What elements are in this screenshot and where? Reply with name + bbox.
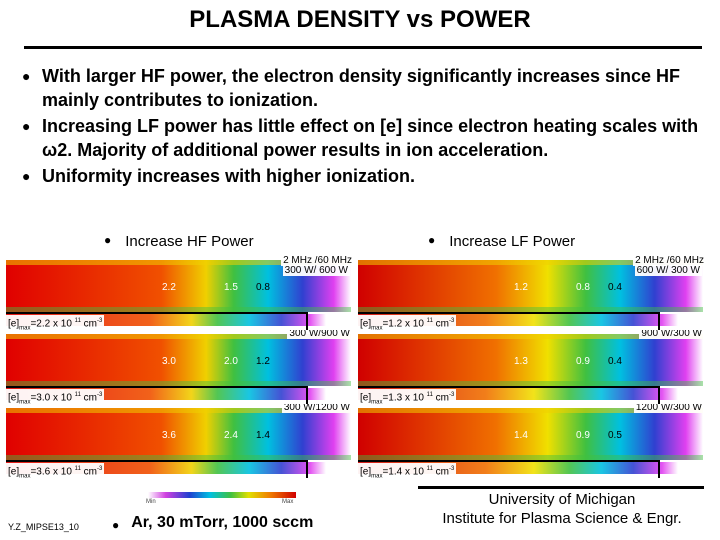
max-density-label: [e]max=1.4 x 10 11 cm-3 xyxy=(358,463,457,478)
density-plot-hf-2: 300 W/900 W 3.0 2.0 1.2 [e]max=3.0 x 10 11 c… xyxy=(6,330,356,404)
power-label: 1200 W/300 W xyxy=(633,404,704,413)
density-plot-lf-3: 1200 W/300 W 1.4 0.9 0.5 [e]max=1.4 x 10 11 … xyxy=(358,404,708,478)
power-label: 300 W/1200 W xyxy=(281,404,352,413)
contour-value-label: 1.2 xyxy=(514,282,528,293)
title-underline xyxy=(24,46,702,49)
max-density-label: [e]max=2.2 x 10 11 cm-3 xyxy=(6,315,105,330)
bullet-dot-icon: ● xyxy=(104,233,112,247)
contour-value-label: 1.2 xyxy=(256,356,270,367)
max-density-label: [e]max=1.3 x 10 11 cm-3 xyxy=(358,389,457,404)
contour-value-label: 1.3 xyxy=(514,356,528,367)
bullet-item: ● Increasing LF power has little effect o… xyxy=(22,116,699,160)
contour-value-label: 0.9 xyxy=(576,356,590,367)
max-density-label: [e]max=1.2 x 10 11 cm-3 xyxy=(358,315,457,330)
contour-value-label: 3.6 xyxy=(162,430,176,441)
density-plot-hf-1: 2 MHz /60 MHz 300 W/ 600 W 2.2 1.5 0.8 [e]max… xyxy=(6,256,356,330)
bullet-item: ● With larger HF power, the electron dens… xyxy=(22,66,681,110)
colorbar-min-label: Min xyxy=(146,499,156,505)
bullet-dot-icon: ● xyxy=(22,168,31,184)
contour-value-label: 0.9 xyxy=(576,430,590,441)
power-label: 300 W/ 600 W xyxy=(282,265,350,276)
max-density-label: [e]max=3.6 x 10 11 cm-3 xyxy=(6,463,105,478)
contour-value-label: 1.4 xyxy=(256,430,270,441)
footer-id: Y.Z_MIPSE13_10 xyxy=(8,522,79,532)
max-density-label: [e]max=3.0 x 10 11 cm-3 xyxy=(6,389,105,404)
right-column-heading: ● Increase LF Power xyxy=(428,233,576,250)
contour-value-label: 0.4 xyxy=(608,356,622,367)
bullet-dot-icon: ● xyxy=(428,233,436,247)
power-label: 600 W/ 300 W xyxy=(634,265,702,276)
density-plot-lf-2: 900 W/300 W 1.3 0.9 0.4 [e]max=1.3 x 10 11 c… xyxy=(358,330,708,404)
left-column-heading: ● Increase HF Power xyxy=(104,233,254,250)
contour-value-label: 3.0 xyxy=(162,356,176,367)
contour-value-label: 0.8 xyxy=(576,282,590,293)
power-label: 300 W/900 W xyxy=(287,330,352,339)
contour-value-label: 0.8 xyxy=(256,282,270,293)
colorbar xyxy=(148,492,296,498)
power-label: 900 W/300 W xyxy=(639,330,704,339)
contour-value-label: 1.4 xyxy=(514,430,528,441)
density-plot-lf-1: 2 MHz /60 MHz 600 W/ 300 W 1.2 0.8 0.4 [e]max… xyxy=(358,256,708,330)
contour-value-label: 0.4 xyxy=(608,282,622,293)
density-plot-hf-3: 300 W/1200 W 3.6 2.4 1.4 [e]max=3.6 x 10 11 … xyxy=(6,404,356,478)
contour-value-label: 2.0 xyxy=(224,356,238,367)
contour-value-label: 2.2 xyxy=(162,282,176,293)
frequency-label: 2 MHz /60 MHz xyxy=(633,256,706,266)
colorbar-max-label: Max xyxy=(282,499,294,505)
conditions-bullet: ● Ar, 30 mTorr, 1000 sccm xyxy=(112,514,313,536)
bullet-item: ● Uniformity increases with higher ioniza… xyxy=(22,166,416,186)
contour-value-label: 1.5 xyxy=(224,282,238,293)
affiliation: University of Michigan Institute for Pla… xyxy=(442,491,682,527)
affiliation-rule xyxy=(418,486,704,489)
bullet-dot-icon: ● xyxy=(22,68,31,84)
bullet-list: ● With larger HF power, the electron dens… xyxy=(22,64,712,190)
bullet-dot-icon: ● xyxy=(22,118,31,134)
bullet-dot-icon: ● xyxy=(112,518,120,532)
frequency-label: 2 MHz /60 MHz xyxy=(281,256,354,266)
slide-title: PLASMA DENSITY vs POWER xyxy=(189,6,531,33)
contour-value-label: 0.5 xyxy=(608,430,622,441)
contour-value-label: 2.4 xyxy=(224,430,238,441)
